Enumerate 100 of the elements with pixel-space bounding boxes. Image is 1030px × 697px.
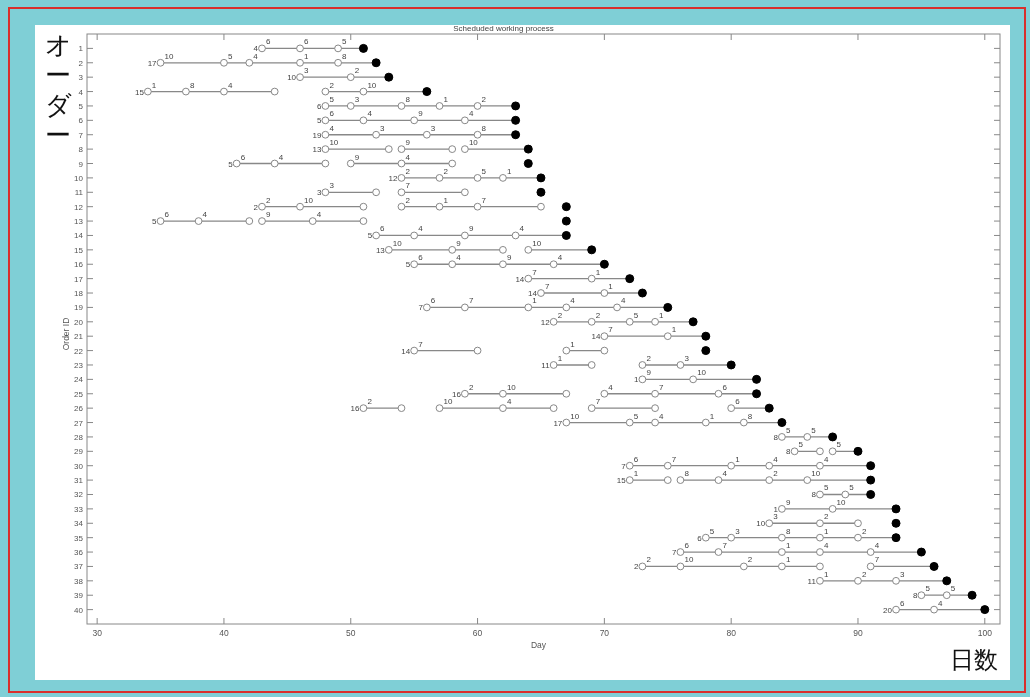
annotation: 6 <box>684 541 690 551</box>
x-tick-label: 40 <box>219 628 229 638</box>
point <box>625 476 634 484</box>
annotation: 4 <box>227 80 233 90</box>
y-axis-title: Order ID <box>61 317 71 351</box>
point <box>384 245 393 254</box>
annotation: 8 <box>481 123 487 133</box>
annotation: 8 <box>785 526 791 536</box>
annotation: 7 <box>544 282 550 292</box>
y-tick-label: 24 <box>74 375 84 385</box>
y-tick-label: 2 <box>78 58 84 68</box>
annotation: 10 <box>570 411 580 421</box>
annotation: 7 <box>621 461 627 471</box>
annotation: 2 <box>646 555 652 565</box>
annotation: 5 <box>849 483 855 493</box>
annotation: 2 <box>773 469 779 479</box>
point <box>816 461 824 470</box>
point <box>473 174 482 182</box>
annotation: 6 <box>430 296 436 306</box>
annotation: 11 <box>807 576 817 586</box>
point <box>562 303 571 312</box>
point <box>676 548 685 556</box>
annotation: 6 <box>722 382 728 392</box>
annotation: 5 <box>811 425 817 435</box>
annotation: 1 <box>557 353 563 363</box>
y-tick-label: 9 <box>78 159 84 169</box>
annotation: 2 <box>354 66 360 76</box>
point <box>397 188 406 197</box>
point <box>891 518 901 528</box>
annotation: 1 <box>151 80 157 90</box>
y-tick-label: 10 <box>74 173 84 183</box>
annotation: 2 <box>405 166 411 176</box>
annotation: 13 <box>312 145 322 155</box>
annotation: 10 <box>836 497 847 507</box>
annotation: 4 <box>253 44 259 54</box>
x-tick-label: 100 <box>977 628 993 638</box>
annotation: 6 <box>697 533 703 543</box>
annotation: 7 <box>418 339 424 349</box>
point <box>397 102 406 110</box>
point <box>511 231 520 240</box>
annotation: 9 <box>646 368 652 378</box>
point <box>777 548 786 556</box>
annotation: 1 <box>608 282 614 292</box>
y-tick-label: 25 <box>74 389 84 399</box>
annotation: 8 <box>811 490 817 500</box>
annotation: 5 <box>228 159 234 169</box>
point <box>866 562 875 571</box>
annotation: 4 <box>329 123 335 133</box>
annotation: 4 <box>621 296 627 306</box>
point <box>816 447 824 456</box>
point <box>676 476 685 484</box>
point <box>537 202 545 211</box>
y-tick-label: 22 <box>74 346 84 356</box>
y-tick-label: 34 <box>74 519 84 529</box>
annotation: 4 <box>519 224 525 234</box>
y-tick-label: 21 <box>74 332 84 342</box>
point <box>258 44 266 53</box>
point <box>321 188 330 197</box>
point <box>600 332 609 341</box>
point <box>676 562 685 571</box>
point <box>156 58 165 67</box>
y-tick-label: 29 <box>74 447 84 457</box>
point <box>638 361 647 369</box>
point <box>651 389 659 398</box>
annotation: 4 <box>773 454 779 464</box>
annotation: 20 <box>883 605 893 615</box>
annotation: 1 <box>709 411 715 421</box>
point <box>854 576 862 585</box>
annotation: 4 <box>874 541 880 551</box>
annotation: 1 <box>595 267 601 277</box>
annotation: 5 <box>152 217 158 227</box>
point <box>321 145 330 154</box>
y-tick-label: 1 <box>78 44 84 54</box>
point <box>854 533 862 542</box>
annotation: 1 <box>823 569 829 579</box>
point <box>536 187 546 197</box>
y-tick-label: 35 <box>74 533 84 543</box>
annotation: 4 <box>456 253 462 263</box>
y-tick-label: 7 <box>78 130 84 140</box>
point <box>777 562 786 571</box>
annotation: 9 <box>456 238 462 248</box>
annotation: 1 <box>785 541 791 551</box>
annotation: 10 <box>329 138 339 148</box>
annotation: 5 <box>823 483 829 493</box>
annotation: 2 <box>557 310 563 320</box>
annotation: 5 <box>367 231 373 241</box>
point <box>422 130 431 139</box>
point <box>308 217 317 225</box>
y-tick-label: 20 <box>74 317 84 327</box>
annotation: 8 <box>189 80 195 90</box>
point <box>397 159 406 168</box>
y-tick-label: 27 <box>74 418 84 428</box>
point <box>346 159 355 168</box>
point <box>537 289 545 297</box>
annotation: 4 <box>316 210 322 220</box>
point <box>359 87 368 96</box>
point <box>321 130 330 139</box>
point <box>727 533 736 542</box>
annotation: 5 <box>329 94 335 104</box>
point <box>194 217 203 225</box>
